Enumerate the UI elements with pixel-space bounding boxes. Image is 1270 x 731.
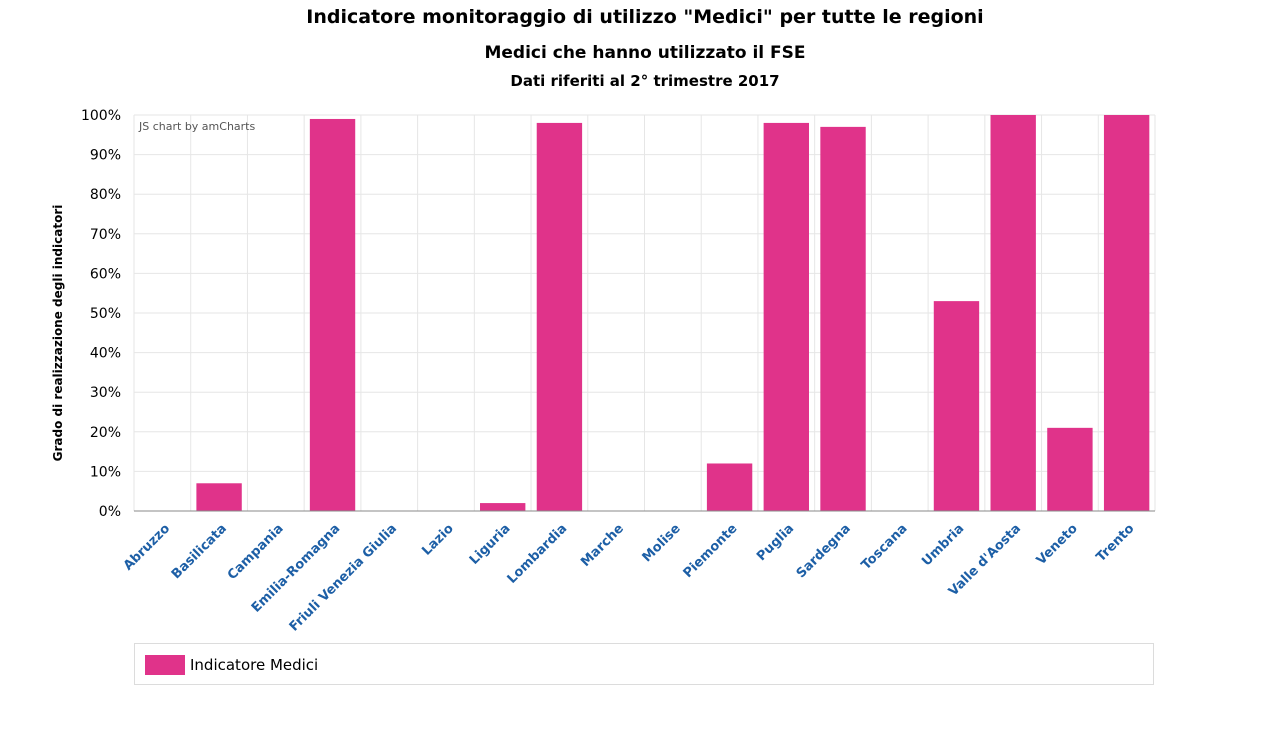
- y-tick-label: 20%: [90, 425, 121, 441]
- chart-period: Dati riferiti al 2° trimestre 2017: [510, 72, 780, 90]
- y-tick-label: 40%: [90, 346, 121, 362]
- y-tick-label: 70%: [90, 227, 121, 243]
- x-tick-label[interactable]: Sardegna: [794, 521, 854, 581]
- y-tick-label: 10%: [90, 464, 121, 480]
- x-tick-label[interactable]: Lazio: [419, 521, 457, 559]
- x-tick-label[interactable]: Marche: [578, 521, 627, 570]
- bars: [196, 115, 1150, 512]
- bar[interactable]: [820, 126, 866, 511]
- bar[interactable]: [309, 118, 356, 512]
- x-tick-label[interactable]: Basilicata: [169, 521, 230, 582]
- x-tick-label[interactable]: Trento: [1094, 521, 1138, 565]
- bar[interactable]: [763, 122, 809, 512]
- y-tick-label: 90%: [90, 148, 121, 164]
- y-tick-label: 100%: [81, 108, 121, 124]
- bar[interactable]: [196, 483, 242, 511]
- bar[interactable]: [1103, 115, 1150, 511]
- y-tick-label: 60%: [90, 266, 121, 282]
- x-tick-label[interactable]: Umbria: [919, 521, 967, 569]
- bar[interactable]: [480, 503, 526, 511]
- x-tick-label[interactable]: Puglia: [754, 521, 797, 564]
- x-axis-ticks: AbruzzoBasilicataCampaniaEmilia-RomagnaF…: [121, 521, 1138, 634]
- y-axis-label: Grado di realizzazione degli indicatori: [51, 205, 65, 462]
- y-tick-label: 50%: [90, 306, 121, 322]
- x-tick-label[interactable]: Lombardia: [505, 521, 571, 587]
- legend: Indicatore Medici: [134, 643, 1154, 685]
- bar[interactable]: [990, 115, 1036, 511]
- x-tick-label[interactable]: Toscana: [859, 521, 911, 573]
- x-tick-label[interactable]: Molise: [640, 521, 684, 565]
- legend-swatch[interactable]: [145, 655, 185, 675]
- y-axis-ticks: 0% 10% 20% 30% 40% 50% 60% 70% 80% 90% 100%: [81, 108, 121, 520]
- legend-label[interactable]: Indicatore Medici: [190, 656, 319, 674]
- x-tick-label[interactable]: Abruzzo: [121, 521, 173, 573]
- x-tick-label[interactable]: Liguria: [467, 521, 514, 568]
- bar[interactable]: [1047, 427, 1093, 511]
- bar[interactable]: [706, 463, 753, 511]
- x-tick-label[interactable]: Friuli Venezia Giulia: [287, 521, 400, 634]
- y-tick-label: 80%: [90, 187, 121, 203]
- x-tick-label[interactable]: Piemonte: [681, 521, 741, 581]
- bar[interactable]: [933, 301, 980, 511]
- chart-title: Indicatore monitoraggio di utilizzo "Med…: [306, 6, 984, 28]
- bar-chart: 0% 10% 20% 30% 40% 50% 60% 70% 80% 90% 100% Abruzz…: [51, 108, 1156, 635]
- x-tick-label[interactable]: Veneto: [1034, 521, 1081, 568]
- y-tick-label: 0%: [99, 504, 121, 520]
- bar[interactable]: [536, 122, 583, 512]
- x-tick-label[interactable]: Campania: [225, 521, 287, 583]
- y-tick-label: 30%: [90, 385, 121, 401]
- chart-credit: JS chart by amCharts: [138, 120, 255, 133]
- chart-subtitle: Medici che hanno utilizzato il FSE: [484, 43, 806, 63]
